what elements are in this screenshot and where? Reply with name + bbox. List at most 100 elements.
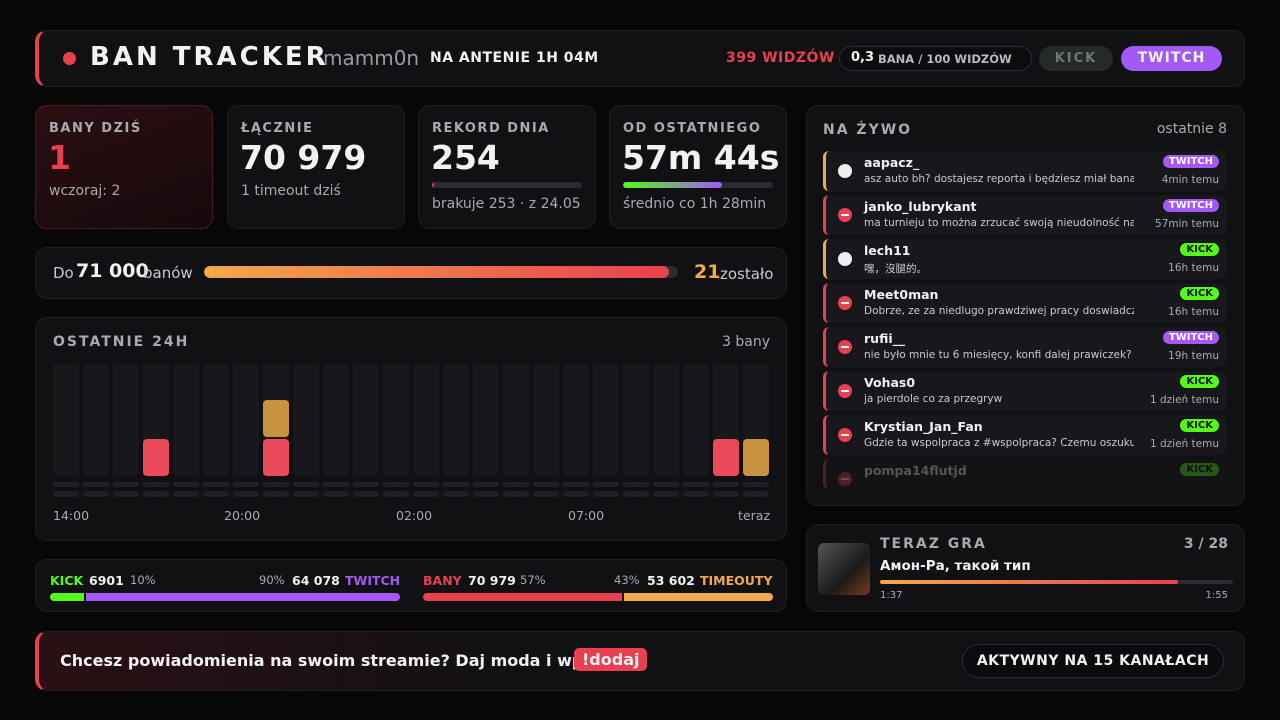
hour-track: [653, 363, 679, 476]
stat-card: [609, 105, 787, 229]
timeouts-pct: 43%: [614, 573, 640, 587]
hour-dash: [413, 491, 439, 497]
np-position: 3 / 28: [1183, 536, 1228, 552]
live-time: 57min temu: [1155, 218, 1219, 230]
platform-tag: KICK: [1180, 375, 1219, 388]
hour-dash: [713, 491, 739, 497]
goal-track: [204, 266, 678, 278]
hour-dash: [563, 482, 589, 487]
timeout-icon: [838, 252, 852, 266]
platform-tag: TWITCH: [1162, 331, 1219, 344]
hour-track: [323, 363, 349, 476]
live-user: pompa14flutjd: [864, 463, 967, 478]
hour-dash: [533, 482, 559, 487]
platform-tag: TWITCH: [1162, 199, 1219, 212]
title: BAN TRACKER: [90, 42, 329, 72]
ratio-value: 0,3: [851, 50, 875, 65]
hour-dash: [383, 482, 409, 487]
live-time: NA ANTENIE 1H 04M: [430, 50, 599, 66]
bans-label: BANY: [423, 573, 462, 588]
goal-target: 71 000: [76, 260, 149, 282]
ban-icon: [838, 472, 852, 486]
footer-channels: AKTYWNY NA 15 KANAŁACH: [962, 644, 1224, 678]
timeout-block: [743, 439, 769, 476]
split-panel: [35, 559, 787, 612]
twitch-button[interactable]: TWITCH: [1121, 46, 1222, 71]
kick-button[interactable]: KICK: [1039, 46, 1113, 71]
stat-bar-fill: [432, 182, 434, 188]
timeout-block: [263, 400, 289, 437]
hour-track: [533, 363, 559, 476]
live-item: Krystian_Jan_Fan Gdzie ta wspolpraca z #w…: [823, 415, 1227, 455]
np-duration: 1:55: [1205, 590, 1228, 601]
stat-value: 1: [48, 138, 71, 177]
hour-dash: [653, 491, 679, 497]
viewers: 399 WIDZÓW: [726, 50, 835, 66]
stat-bar: [432, 182, 582, 188]
goal-remaining-label: zostało: [720, 265, 774, 283]
hour-dash: [233, 482, 259, 487]
hour-dash: [323, 482, 349, 487]
goal-fill: [204, 266, 669, 278]
twitch-pct: 90%: [259, 573, 285, 587]
hour-track: [203, 363, 229, 476]
hour-track: [383, 363, 409, 476]
hour-dash: [443, 482, 469, 487]
hour-dash: [293, 491, 319, 497]
hour-dash: [623, 482, 649, 487]
hour-track: [683, 363, 709, 476]
live-item: Meet0man Dobrze, ze za niedlugo prawdziwe…: [823, 283, 1227, 323]
live-time: 16h temu: [1168, 306, 1219, 318]
hour-track: [623, 363, 649, 476]
cover: [818, 543, 870, 595]
kick-value: 6901: [89, 573, 124, 588]
live-message: nie było mnie tu 6 miesięcy, konfi dalej…: [864, 349, 1132, 361]
stat-card: [35, 105, 213, 229]
x-label: 20:00: [224, 508, 261, 523]
bans-pct: 57%: [520, 573, 546, 587]
hour-dash: [623, 491, 649, 497]
split-left: [50, 593, 84, 601]
live-time: 4min temu: [1161, 174, 1219, 186]
hour-track: [293, 363, 319, 476]
twitch-label: TWITCH: [345, 573, 401, 588]
live-count: ostatnie 8: [1156, 121, 1227, 137]
stat-sub: brakuje 253 · z 24.05: [432, 196, 581, 212]
ratio-pill: [839, 46, 1032, 71]
live-user: rufii__: [864, 331, 906, 346]
ban-block: [263, 439, 289, 476]
x-label: 07:00: [568, 508, 605, 523]
hour-dash: [563, 491, 589, 497]
hour-dash: [413, 482, 439, 487]
hour-track: [563, 363, 589, 476]
live-item: Vohas0 ja pierdole co za przegryw KICK 1 dz…: [823, 371, 1227, 411]
hour-track: [173, 363, 199, 476]
live-user: Meet0man: [864, 287, 939, 302]
live-item: pompa14flutjd KICK: [823, 459, 1227, 489]
stat-sub: wczoraj: 2: [49, 183, 121, 199]
ratio-label: BANA / 100 WIDZÓW: [878, 52, 1012, 66]
hour-track: [83, 363, 109, 476]
ban-icon-bar: [841, 346, 849, 348]
live-item: lech11 嘿，沒腿的。 KICK 16h temu: [823, 239, 1227, 279]
ban-icon-bar: [841, 434, 849, 436]
ban-block: [143, 439, 169, 476]
hour-dash: [653, 482, 679, 487]
hour-dash: [143, 482, 169, 487]
hour-dash: [143, 491, 169, 497]
live-message: asz auto bh? dostajesz reporta i będzies…: [864, 173, 1134, 185]
live-item: rufii__nie było mnie tu 6 miesięcy, konf…: [823, 327, 1227, 367]
ban-icon-bar: [841, 214, 849, 216]
hour-dash: [203, 482, 229, 487]
np-title: TERAZ GRA: [880, 536, 987, 552]
np-track: Амон-Ра, такой тип: [880, 558, 1031, 574]
hour-dash: [383, 491, 409, 497]
hour-track: [233, 363, 259, 476]
platform-tag: KICK: [1180, 287, 1219, 300]
stat-bar-fill: [623, 182, 722, 188]
platform-tag: KICK: [1180, 463, 1219, 476]
hour-dash: [503, 482, 529, 487]
hour-dash: [113, 491, 139, 497]
live-user: aapacz_: [864, 155, 920, 170]
